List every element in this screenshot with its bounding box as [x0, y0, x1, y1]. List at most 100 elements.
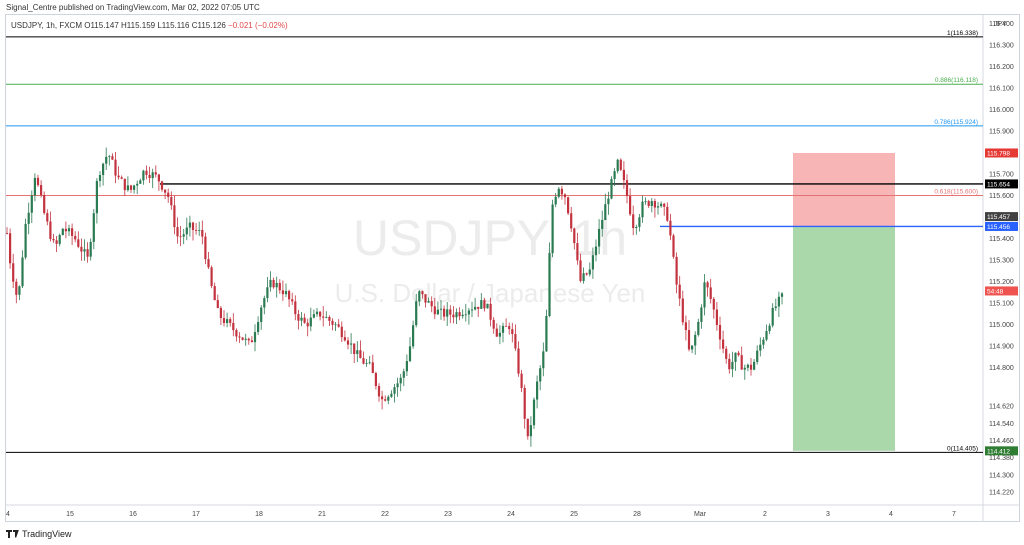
- candle-body: [458, 312, 461, 317]
- stop-price-label-bg: [985, 148, 1018, 158]
- candle-body: [746, 364, 749, 368]
- candle-body: [266, 287, 269, 299]
- candle-body: [114, 159, 117, 176]
- x-tick-label: 7: [952, 511, 956, 518]
- candle-body: [703, 282, 706, 308]
- candle-body: [629, 196, 632, 215]
- candle-body: [505, 325, 508, 327]
- candle-body: [749, 364, 753, 370]
- candle-body: [343, 337, 346, 341]
- candle-body: [260, 307, 263, 323]
- candle-body: [610, 179, 613, 199]
- candle-body: [353, 343, 356, 355]
- candle-body: [43, 195, 46, 214]
- candle-body: [483, 300, 486, 309]
- candle-body: [560, 188, 563, 195]
- candle-body: [557, 188, 560, 197]
- candle-body: [21, 257, 24, 287]
- candle-body: [98, 175, 102, 181]
- candle-body: [24, 223, 27, 258]
- candle-body: [12, 263, 15, 282]
- candle-body: [71, 228, 74, 236]
- candle-body: [356, 350, 359, 355]
- candle-body: [567, 197, 570, 214]
- candle-body: [371, 362, 374, 374]
- y-tick-label: 114.900: [989, 343, 1014, 350]
- y-tick-label: 115.100: [989, 300, 1014, 307]
- candle-body: [384, 399, 387, 401]
- candle-body: [346, 340, 350, 345]
- candle-body: [226, 319, 229, 324]
- y-tick-label: 115.000: [989, 322, 1014, 329]
- y-tick-label: 114.620: [989, 404, 1014, 411]
- candle-body: [573, 228, 576, 244]
- candle-body: [64, 228, 67, 232]
- y-tick-label: 116.000: [989, 107, 1014, 114]
- candle-body: [244, 338, 247, 340]
- candle-body: [433, 306, 436, 315]
- candle-body: [650, 201, 653, 206]
- candle-body: [467, 310, 470, 315]
- candle-body: [176, 227, 179, 237]
- candle-body: [108, 156, 111, 158]
- candle-body: [18, 286, 21, 295]
- x-tick-label: Mar: [694, 511, 707, 518]
- candle-body: [582, 273, 585, 281]
- candle-body: [759, 344, 762, 351]
- candle-body: [632, 214, 635, 229]
- candle-body: [470, 309, 474, 311]
- candle-body: [46, 213, 49, 222]
- candle-body: [427, 301, 430, 303]
- candle-body: [80, 246, 83, 252]
- fib-level-label: 0.618(115.600): [934, 189, 978, 196]
- candle-body: [325, 317, 328, 318]
- candle-body: [669, 220, 672, 236]
- candle-body: [532, 399, 536, 426]
- y-tick-label: 115.300: [989, 258, 1014, 265]
- candle-body: [647, 201, 650, 206]
- candle-body: [607, 198, 610, 205]
- candle-body: [734, 352, 737, 362]
- candle-body: [508, 326, 511, 330]
- candle-body: [275, 282, 278, 288]
- candle-body: [601, 220, 604, 229]
- candle-body: [238, 336, 241, 338]
- candle-body: [362, 358, 365, 364]
- y-tick-label: 115.900: [989, 129, 1014, 136]
- candle-body: [663, 203, 666, 207]
- candle-body: [495, 328, 498, 337]
- x-tick-label: 2: [763, 511, 767, 518]
- x-tick-label: 16: [129, 511, 137, 518]
- candle-body: [480, 300, 483, 309]
- y-tick-label: 116.200: [989, 64, 1014, 71]
- candle-body: [753, 361, 756, 370]
- candle-body: [489, 303, 492, 320]
- countdown-label: 54:48: [987, 288, 1004, 295]
- x-tick-label: 25: [570, 511, 578, 518]
- candle-body: [331, 320, 334, 325]
- x-tick-label: 17: [192, 511, 200, 518]
- candle-body: [740, 355, 743, 370]
- x-tick-label: 4: [889, 511, 893, 518]
- candle-body: [681, 298, 684, 323]
- candle-body: [598, 228, 601, 247]
- candle-body: [551, 204, 554, 254]
- candle-body: [291, 299, 294, 302]
- candle-body: [715, 309, 718, 325]
- y-tick-label: 114.460: [989, 438, 1014, 445]
- candle-body: [229, 319, 232, 323]
- candle-body: [402, 371, 405, 378]
- candle-body: [777, 296, 780, 307]
- candle-body: [241, 337, 244, 340]
- candle-body: [288, 291, 291, 300]
- candle-body: [319, 311, 322, 317]
- stop-price-label: 115.798: [987, 150, 1010, 157]
- candle-body: [284, 291, 288, 295]
- candle-body: [49, 221, 52, 239]
- candle-body: [644, 201, 647, 202]
- candle-body: [164, 189, 167, 193]
- candle-body: [350, 343, 353, 345]
- candle-body: [452, 314, 455, 318]
- candle-body: [55, 240, 58, 244]
